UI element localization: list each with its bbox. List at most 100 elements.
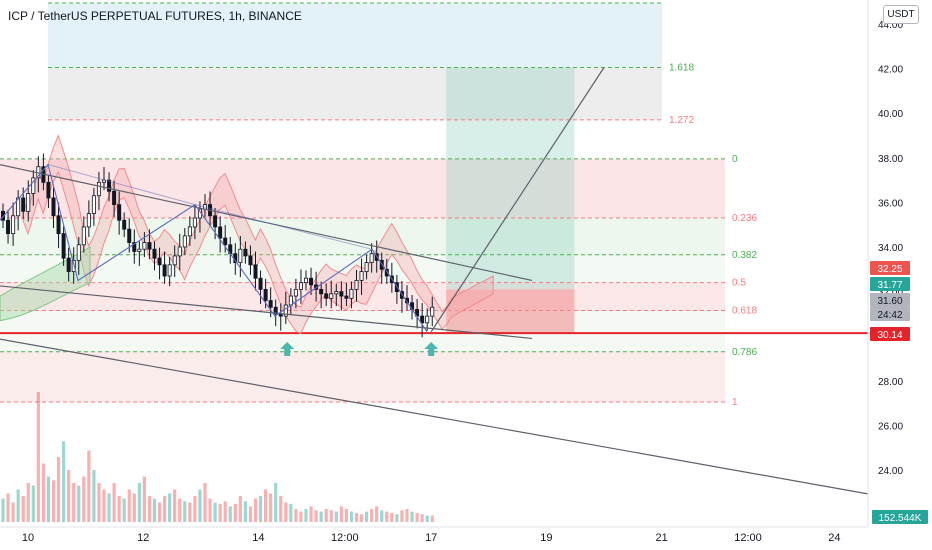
candle-body: [187, 226, 192, 237]
volume-bar: [117, 496, 121, 522]
candle-body: [298, 282, 303, 290]
candle-body: [91, 195, 96, 214]
volume-bar: [274, 483, 278, 522]
price-tags: 32.25 31.77 31.60 24:42 30.14 152.544K: [870, 261, 928, 524]
volume-bar: [36, 392, 40, 522]
volume-bar: [183, 501, 187, 522]
price-tag-1: 32.25: [870, 261, 910, 275]
candle-body: [243, 248, 248, 257]
fib-zone-1.618: [48, 67, 662, 120]
volume-bar: [375, 506, 379, 522]
volume-bar: [314, 510, 318, 522]
volume-bar: [31, 485, 35, 522]
price-tick: 40.00: [878, 109, 903, 120]
time-axis[interactable]: 10 12 14 12:00 17 19 21 12:00 24: [0, 526, 932, 550]
volume-bar: [41, 463, 45, 522]
volume-bar: [72, 483, 76, 522]
volume-bar: [279, 496, 283, 522]
time-tick: 14: [252, 532, 264, 544]
candle-body: [11, 215, 16, 235]
volume-bar: [395, 514, 399, 522]
price-tag-bg: [872, 510, 928, 524]
volume-bar: [248, 506, 253, 522]
volume-bar: [309, 506, 313, 522]
fib-level-lines: [0, 2, 868, 403]
price-tag-bg: [870, 277, 910, 291]
markers: [280, 341, 439, 356]
candle-body: [6, 219, 11, 235]
price-tag-text: 30.14: [877, 330, 902, 341]
price-tick: 44.00: [878, 20, 903, 31]
fib-label: 1: [732, 397, 738, 408]
volume-bar: [264, 489, 268, 522]
candle-body: [31, 177, 36, 194]
volume-bar: [203, 483, 207, 522]
volume-bar: [198, 489, 202, 522]
fib-labels: 1.618 1.272 0 0.236 0.382 0.5 0.618 0.786 1: [669, 62, 757, 408]
price-tag-4: 24:42: [870, 307, 910, 321]
volume-bar: [127, 489, 131, 522]
volume-bar: [97, 483, 101, 522]
candle-body: [137, 248, 142, 252]
fib-zone-top: [48, 3, 662, 68]
candle-body: [172, 255, 177, 266]
volume-bar: [294, 509, 298, 522]
volume-bar: [329, 510, 333, 522]
volume-bar: [147, 496, 152, 522]
candle-body: [96, 181, 101, 197]
volume-bar: [82, 476, 86, 522]
volume-bar: [168, 493, 172, 522]
candle-body: [248, 255, 253, 266]
volume-bar: [430, 515, 434, 522]
trendline-lower-channel: [0, 285, 533, 340]
volume-bar: [284, 502, 288, 522]
volume-bar: [16, 489, 20, 522]
volume-bar: [365, 511, 369, 522]
price-tick: 34.00: [878, 243, 903, 254]
volume-bar: [420, 514, 424, 522]
candle-body: [81, 226, 86, 246]
volume-bar: [112, 483, 116, 522]
volume-bar: [193, 496, 197, 522]
time-axis-bg: [0, 527, 932, 550]
candle-body: [273, 306, 278, 315]
candle-body: [66, 257, 71, 272]
candle-body: [122, 219, 127, 230]
candle-body: [127, 228, 132, 243]
volume-bar: [173, 489, 177, 522]
candle-body: [288, 295, 293, 306]
volume-bar: [51, 480, 56, 522]
volume-bar: [269, 493, 273, 522]
volume-bar: [324, 509, 328, 522]
volume-bar: [163, 496, 167, 522]
fib-label: 0.786: [732, 347, 757, 358]
candle-body: [177, 246, 182, 257]
volume-bar: [1, 498, 5, 522]
candle-body: [430, 306, 435, 317]
trendline-projection: [430, 67, 605, 333]
candle-body: [258, 277, 263, 290]
price-tag-text: 31.60: [877, 296, 902, 307]
candles: [0, 153, 435, 338]
candle-body: [147, 242, 152, 250]
candle-body: [61, 233, 66, 259]
candle-body: [253, 264, 258, 279]
volume-bar: [132, 493, 136, 522]
volume-bar: [157, 502, 162, 522]
fib-zone-0.618: [0, 310, 725, 352]
volume-bar: [26, 483, 30, 522]
currency-button[interactable]: USDT: [883, 5, 919, 24]
candle-body: [283, 304, 288, 317]
price-tag-5: 30.14: [870, 327, 910, 341]
price-tag-3: 31.60: [870, 293, 910, 307]
volume-bar: [400, 510, 404, 522]
candle-body: [167, 264, 172, 277]
volume-bar: [344, 509, 348, 522]
price-tag-6: 152.544K: [872, 510, 928, 524]
volume-bar: [390, 512, 394, 522]
candle-body: [142, 242, 147, 250]
candle-body: [268, 300, 273, 308]
volume-bar: [46, 476, 51, 522]
volume-bar: [213, 502, 217, 522]
